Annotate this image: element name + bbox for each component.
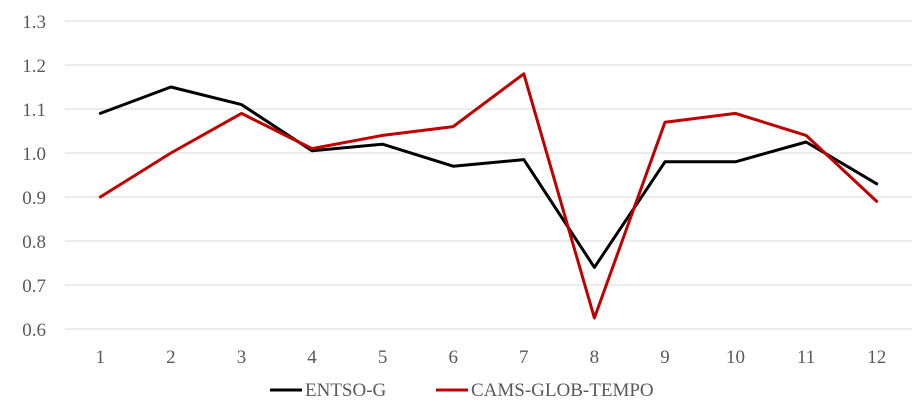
y-tick-label: 0.9 <box>22 188 46 209</box>
x-tick-label: 1 <box>96 347 106 368</box>
x-tick-label: 10 <box>726 347 745 368</box>
y-tick-label: 0.8 <box>22 232 46 253</box>
y-axis-tick-labels: 0.6 0.7 0.8 0.9 1.0 1.1 1.2 1.3 <box>22 12 46 341</box>
y-tick-label: 1.2 <box>22 56 46 77</box>
x-tick-label: 7 <box>519 347 529 368</box>
series-line-entso-g <box>98 85 879 269</box>
x-tick-label: 3 <box>237 347 247 368</box>
x-axis-tick-labels: 1 2 3 4 5 6 7 8 9 10 11 12 <box>96 347 887 368</box>
y-tick-label: 0.7 <box>22 276 46 297</box>
x-tick-label: 2 <box>166 347 176 368</box>
legend-label: CAMS-GLOB-TEMPO <box>471 380 654 401</box>
x-tick-label: 12 <box>867 347 886 368</box>
legend-label: ENTSO-G <box>305 380 387 401</box>
x-tick-label: 4 <box>307 347 317 368</box>
y-tick-label: 1.1 <box>22 100 46 121</box>
y-tick-label: 1.3 <box>22 12 46 33</box>
x-tick-label: 11 <box>797 347 815 368</box>
series-line-cams-glob-tempo <box>98 72 879 320</box>
x-tick-label: 6 <box>448 347 458 368</box>
x-tick-label: 8 <box>590 347 600 368</box>
series-lines <box>98 72 879 320</box>
x-tick-label: 5 <box>378 347 388 368</box>
y-tick-label: 1.0 <box>22 144 46 165</box>
y-tick-label: 0.6 <box>22 320 46 341</box>
grid <box>65 20 912 330</box>
legend: ENTSO-G CAMS-GLOB-TEMPO <box>270 380 654 401</box>
x-tick-label: 9 <box>660 347 670 368</box>
